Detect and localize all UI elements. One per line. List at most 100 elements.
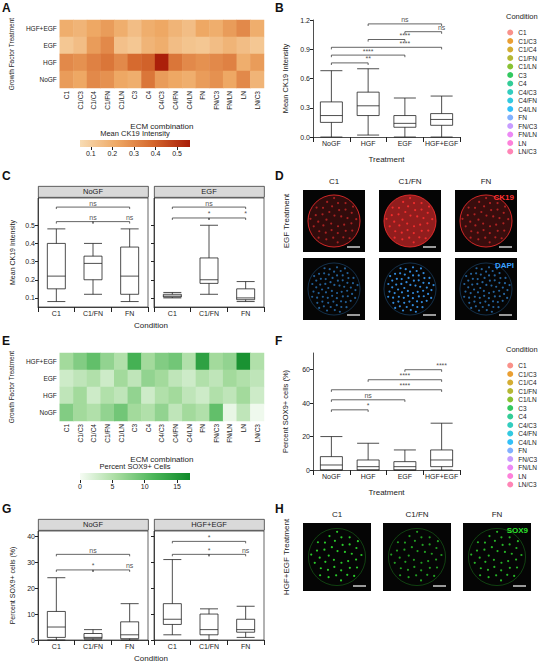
svg-text:10: 10: [27, 611, 35, 618]
svg-text:EGF: EGF: [398, 473, 412, 480]
svg-text:ns: ns: [126, 562, 134, 569]
svg-text:C3: C3: [518, 72, 527, 79]
svg-text:ECM combination: ECM combination: [130, 122, 193, 131]
svg-text:0.2: 0.2: [107, 150, 117, 157]
svg-text:C4/C3: C4/C3: [518, 89, 537, 96]
svg-text:****: ****: [399, 40, 410, 47]
svg-text:0.1: 0.1: [25, 294, 35, 301]
svg-text:C1/FN: C1/FN: [83, 643, 103, 650]
svg-text:10: 10: [141, 483, 149, 490]
svg-text:C1/FN: C1/FN: [104, 91, 111, 110]
svg-text:CK19: CK19: [494, 193, 515, 202]
svg-text:0.0: 0.0: [300, 134, 310, 141]
svg-text:0: 0: [78, 483, 82, 490]
svg-text:C1: C1: [329, 177, 340, 186]
svg-text:C1: C1: [52, 310, 61, 317]
svg-text:LN/C3: LN/C3: [254, 424, 261, 443]
svg-text:LN: LN: [518, 140, 527, 147]
svg-text:*: *: [208, 210, 211, 217]
svg-text:0.1: 0.1: [86, 150, 96, 157]
svg-text:C1/FN: C1/FN: [104, 424, 111, 443]
svg-text:40: 40: [302, 400, 310, 407]
svg-text:C4/LN: C4/LN: [186, 424, 193, 443]
svg-text:Mean CK19 Intensity: Mean CK19 Intensity: [9, 220, 17, 285]
svg-text:C1: C1: [332, 510, 343, 519]
svg-text:Treatment: Treatment: [368, 488, 405, 497]
svg-text:*: *: [367, 402, 370, 409]
svg-text:30: 30: [27, 559, 35, 566]
svg-text:Condition: Condition: [506, 345, 538, 354]
svg-text:HGF+EGF Treatment: HGF+EGF Treatment: [282, 518, 291, 595]
svg-text:C4/LN: C4/LN: [518, 439, 537, 446]
svg-text:*: *: [244, 210, 247, 217]
svg-text:HGF+EGF: HGF+EGF: [191, 520, 227, 529]
svg-text:NoGF: NoGF: [83, 187, 103, 196]
svg-text:FN: FN: [481, 177, 492, 186]
svg-text:****: ****: [399, 32, 410, 39]
svg-text:0.3: 0.3: [129, 150, 139, 157]
svg-text:C1/FN: C1/FN: [405, 510, 428, 519]
svg-text:FN: FN: [199, 91, 206, 100]
svg-text:0.4: 0.4: [151, 150, 161, 157]
svg-text:ns: ns: [364, 392, 372, 399]
svg-text:SOX9: SOX9: [507, 526, 529, 535]
svg-text:FN/C3: FN/C3: [518, 123, 537, 130]
svg-text:C4/C3: C4/C3: [518, 422, 537, 429]
svg-text:Percent SOX9+ cells (%): Percent SOX9+ cells (%): [281, 369, 290, 453]
svg-text:0.9: 0.9: [300, 46, 310, 53]
svg-text:C1/LN: C1/LN: [518, 63, 537, 70]
svg-text:NoGF: NoGF: [39, 409, 56, 416]
svg-text:FN: FN: [492, 510, 503, 519]
svg-text:EGF: EGF: [43, 42, 56, 49]
svg-text:C1: C1: [168, 643, 177, 650]
svg-text:Mean CK19 Intensity: Mean CK19 Intensity: [281, 43, 290, 113]
svg-text:LN/C3: LN/C3: [518, 148, 537, 155]
svg-text:LN: LN: [240, 424, 247, 433]
svg-text:C4/FN: C4/FN: [172, 91, 179, 110]
svg-text:ns: ns: [89, 214, 97, 221]
svg-text:NoGF: NoGF: [39, 76, 56, 83]
svg-text:C1: C1: [63, 91, 70, 100]
svg-text:C4/LN: C4/LN: [518, 106, 537, 113]
svg-text:****: ****: [399, 382, 410, 389]
svg-text:5: 5: [110, 483, 114, 490]
svg-text:C4/FN: C4/FN: [518, 430, 537, 437]
svg-text:FN/LN: FN/LN: [226, 91, 233, 110]
svg-text:ns: ns: [401, 16, 409, 23]
svg-text:ns: ns: [438, 24, 446, 31]
svg-text:FN/LN: FN/LN: [518, 131, 537, 138]
svg-text:FN/C3: FN/C3: [518, 456, 537, 463]
svg-text:C4: C4: [518, 413, 527, 420]
svg-text:C1/FN: C1/FN: [398, 177, 421, 186]
svg-text:HGF: HGF: [361, 473, 376, 480]
svg-text:C1/FN: C1/FN: [83, 310, 103, 317]
svg-text:LN: LN: [518, 473, 527, 480]
svg-text:NoGF: NoGF: [83, 520, 103, 529]
svg-text:C3: C3: [131, 91, 138, 100]
svg-text:HGF: HGF: [43, 392, 57, 399]
svg-text:DAPI: DAPI: [495, 261, 514, 270]
svg-text:ns: ns: [126, 214, 134, 221]
svg-text:ns: ns: [89, 547, 97, 554]
svg-text:20: 20: [27, 585, 35, 592]
svg-text:C1: C1: [63, 424, 70, 433]
svg-text:C1/LN: C1/LN: [118, 91, 125, 110]
svg-text:0.2: 0.2: [25, 276, 35, 283]
svg-text:C3: C3: [518, 405, 527, 412]
svg-text:C4: C4: [518, 80, 527, 87]
svg-text:HGF+EGF: HGF+EGF: [26, 358, 57, 365]
svg-text:C1/C3: C1/C3: [77, 91, 84, 110]
svg-text:****: ****: [436, 362, 447, 369]
svg-text:20: 20: [302, 433, 310, 440]
svg-text:0.5: 0.5: [25, 222, 35, 229]
svg-text:ns: ns: [205, 200, 213, 207]
svg-text:FN: FN: [125, 310, 134, 317]
svg-text:C1/C3: C1/C3: [518, 38, 537, 45]
svg-text:FN: FN: [518, 447, 527, 454]
svg-text:1.2: 1.2: [300, 17, 310, 24]
svg-text:HGF+EGF: HGF+EGF: [26, 25, 57, 32]
svg-text:FN/C3: FN/C3: [213, 424, 220, 443]
svg-text:FN: FN: [518, 114, 527, 121]
svg-text:ns: ns: [242, 547, 250, 554]
svg-text:FN: FN: [241, 643, 250, 650]
